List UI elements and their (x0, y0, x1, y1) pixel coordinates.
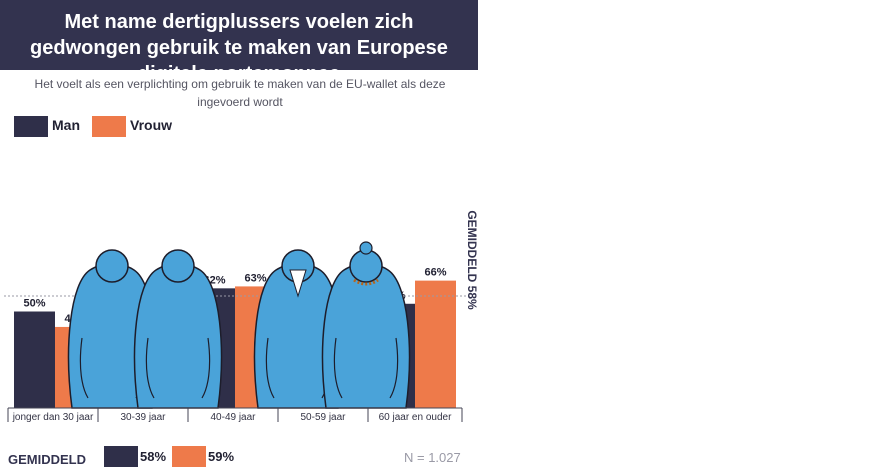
chart-subtitle: Het voelt als een verplichting om gebrui… (34, 77, 446, 109)
legend-swatch-vrouw (92, 116, 126, 137)
footer-swatch-man (104, 446, 138, 467)
legend-label-vrouw: Vrouw (130, 117, 173, 133)
legend-label-man: Man (52, 117, 80, 133)
figure-man-50-59 (253, 249, 343, 409)
value-label-vrouw-4: 66% (424, 267, 446, 279)
figure-arm-left (145, 337, 155, 399)
figure-woman-30-39 (133, 249, 223, 409)
figure-arm-left (333, 337, 343, 399)
average-label: GEMIDDELD 58% (465, 210, 479, 310)
title-banner: Met name dertigplussers voelen zich gedw… (0, 0, 478, 85)
figure-necklace (353, 278, 379, 286)
figure-head (95, 249, 129, 283)
x-tick-label-0: jonger dan 30 jaar (12, 412, 94, 423)
chart-title: Met name dertigplussers voelen zich gedw… (30, 11, 448, 85)
figure-arm-left (265, 337, 275, 399)
figure-woman-60-plus (321, 241, 411, 409)
x-tick-label-2: 40-49 jaar (210, 412, 256, 423)
figure-body (321, 263, 411, 409)
figure-man-30-39 (67, 249, 157, 409)
figure-hair-bun (359, 241, 373, 255)
figure-body (133, 263, 223, 409)
figure-arm-left (79, 337, 89, 399)
footer-value-man: 58% (140, 449, 167, 464)
figure-arm-right (389, 337, 399, 399)
figure-head (161, 249, 195, 283)
bar-man-0 (14, 311, 55, 408)
footer-value-vrouw: 59% (208, 449, 235, 464)
footer-average-label: GEMIDDELD (8, 452, 86, 467)
figure-beard (289, 269, 307, 298)
x-tick-label-3: 50-59 jaar (300, 412, 346, 423)
footer-swatch-vrouw (172, 446, 206, 467)
value-label-man-0: 50% (23, 298, 45, 310)
value-label-vrouw-2: 63% (244, 272, 266, 284)
figure-arm-right (201, 337, 211, 399)
bar-vrouw-4 (415, 280, 456, 408)
legend-swatch-man (14, 116, 48, 137)
bar-chart: 50%63%62%62%54%42%65%63%55%66%jonger dan… (4, 241, 470, 423)
sample-size: N = 1.027 (404, 450, 461, 465)
figure-head (349, 249, 383, 283)
x-tick-label-4: 60 jaar en ouder (379, 412, 453, 423)
x-tick-label-1: 30-39 jaar (120, 412, 166, 423)
